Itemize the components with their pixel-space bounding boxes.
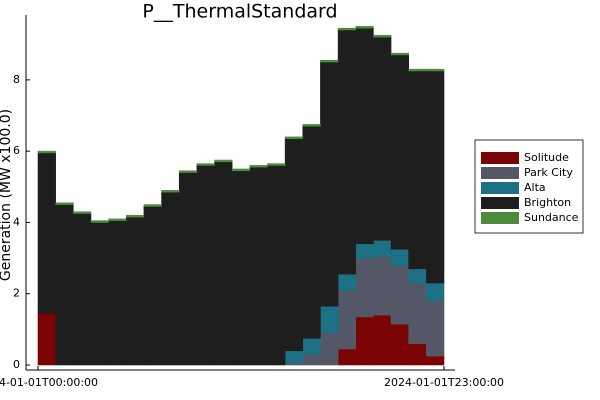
area-step <box>73 211 92 214</box>
area-step <box>37 150 56 154</box>
area-step <box>373 35 392 38</box>
y-axis-label: Generation (MW x100.0) <box>0 109 14 281</box>
area-step <box>161 190 180 193</box>
area-step <box>390 54 409 250</box>
legend-swatch <box>481 167 519 179</box>
legend-swatch <box>481 197 519 209</box>
area-step <box>249 165 268 168</box>
area-step <box>320 305 339 334</box>
area-step <box>337 289 357 350</box>
area-step <box>231 170 251 366</box>
area-step <box>355 257 374 318</box>
area-step <box>37 313 56 366</box>
area-step <box>426 68 445 72</box>
area-step <box>320 61 339 307</box>
area-step <box>320 332 339 366</box>
area-step <box>178 170 198 173</box>
area-step <box>161 191 180 366</box>
area-step <box>373 239 392 257</box>
legend-label: Solitude <box>524 151 569 164</box>
area-step <box>178 172 198 366</box>
area-step <box>108 220 127 366</box>
area-step <box>73 213 92 366</box>
legend-label: Alta <box>524 181 546 194</box>
area-step <box>337 348 357 366</box>
area-step <box>426 300 445 357</box>
area-step <box>390 323 409 366</box>
area-step <box>337 29 357 275</box>
area-step <box>267 165 286 366</box>
area-step <box>55 204 74 366</box>
area-step <box>390 248 409 266</box>
area-step <box>355 26 374 29</box>
y-tick-label: 4 <box>13 215 20 228</box>
y-tick-label: 8 <box>13 73 20 86</box>
area-step <box>373 256 392 316</box>
area-step <box>249 166 268 366</box>
x-tick-label: 2024-01-01T00:00:00 <box>0 376 98 389</box>
area-step <box>426 282 445 302</box>
area-step <box>355 316 374 366</box>
y-tick-label: 0 <box>13 358 20 371</box>
y-tick-label: 2 <box>13 287 20 300</box>
area-step <box>408 268 427 284</box>
area-step <box>320 59 339 63</box>
area-step <box>214 161 233 366</box>
area-step <box>196 165 215 366</box>
area-step <box>143 204 162 207</box>
x-tick-label: 2024-01-01T23:00:00 <box>384 376 504 389</box>
area-step <box>284 350 304 364</box>
area-step <box>284 136 304 139</box>
area-step <box>55 202 74 205</box>
area-step <box>337 273 357 291</box>
area-step <box>108 218 127 221</box>
area-step <box>408 282 427 344</box>
area-step <box>143 206 162 366</box>
area-step <box>390 264 409 325</box>
area-step <box>90 222 109 366</box>
area-step <box>90 220 109 223</box>
area-step <box>231 168 251 172</box>
legend-label: Park City <box>524 166 573 179</box>
area-step <box>373 36 392 241</box>
legend-label: Brighton <box>524 196 571 209</box>
area-step <box>408 343 427 366</box>
area-step <box>37 152 56 314</box>
area-step <box>214 159 233 163</box>
area-step <box>302 125 321 339</box>
area-step <box>125 215 145 218</box>
legend-label: Sundance <box>524 211 579 224</box>
area-step <box>284 138 304 352</box>
area-step <box>426 70 445 284</box>
area-step <box>390 52 409 56</box>
chart-title: P__ThermalStandard <box>142 1 337 23</box>
area-step <box>302 337 321 355</box>
area-step <box>302 124 321 127</box>
area-step <box>125 216 145 366</box>
area-step <box>337 27 357 31</box>
legend-swatch <box>481 182 519 194</box>
area-step <box>302 354 321 366</box>
area-step <box>267 163 286 166</box>
area-step <box>426 355 445 366</box>
area-step <box>408 68 427 72</box>
legend-swatch <box>481 152 519 164</box>
area-step <box>196 163 215 166</box>
area-step <box>373 314 392 366</box>
y-tick-label: 6 <box>13 144 20 157</box>
area-step <box>355 243 374 259</box>
area-step <box>355 27 374 245</box>
area-step <box>408 70 427 270</box>
legend-swatch <box>481 212 519 224</box>
